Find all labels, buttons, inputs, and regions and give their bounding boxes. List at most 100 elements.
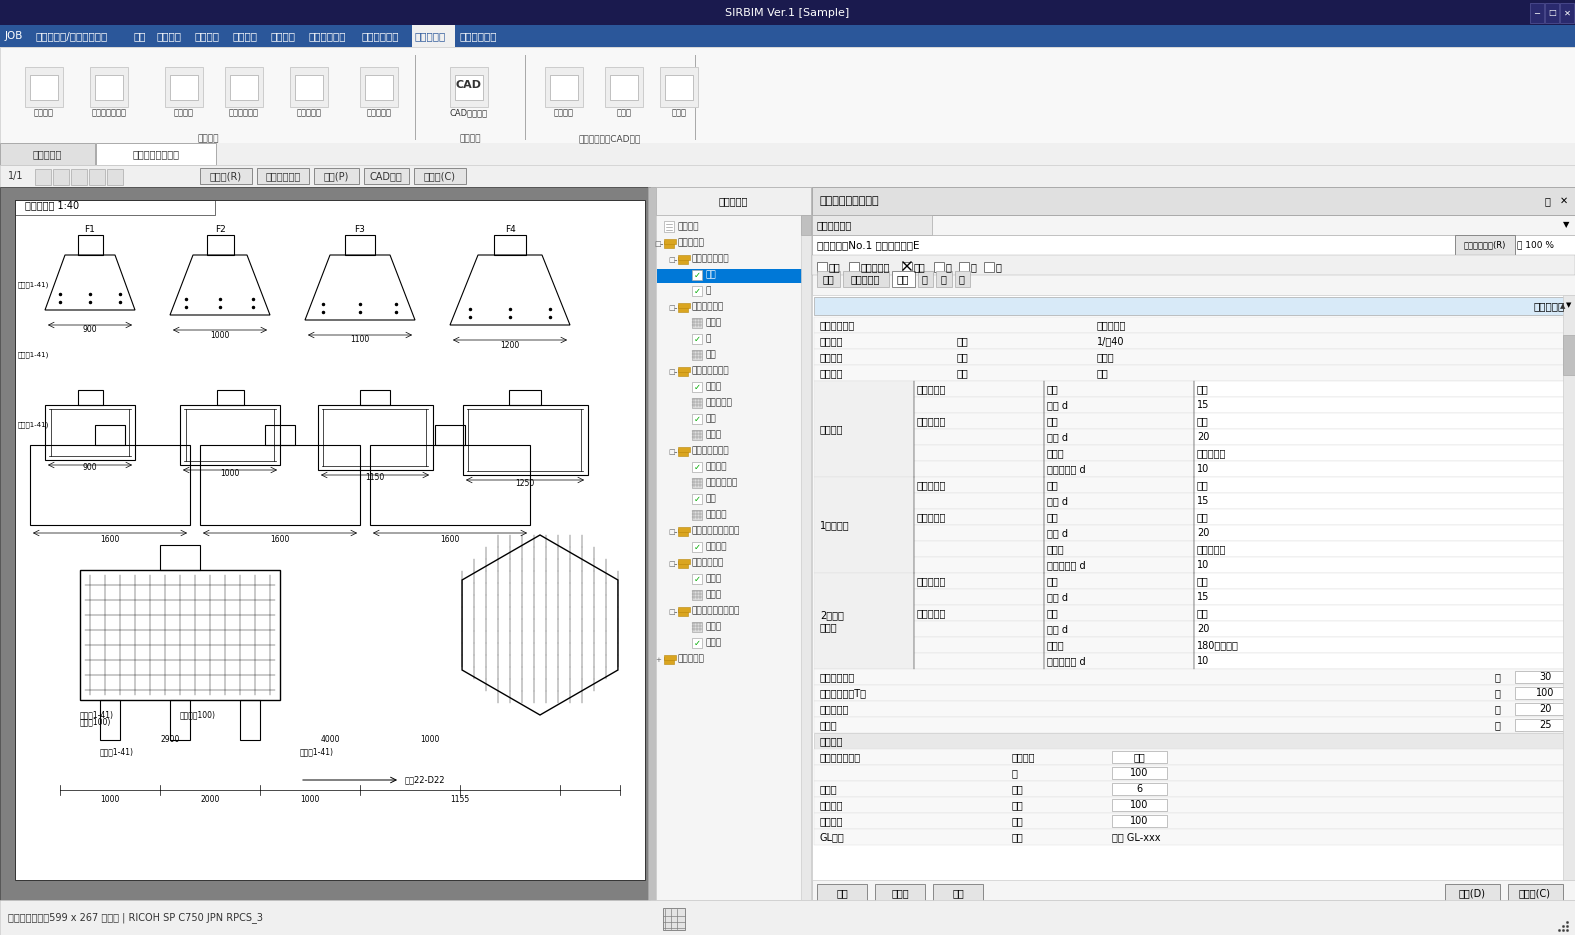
Bar — [677, 527, 690, 532]
Text: する: する — [1197, 576, 1208, 586]
Text: -: - — [673, 303, 677, 313]
Text: 大梁断面リスト: 大梁断面リスト — [691, 367, 729, 376]
Text: ▼: ▼ — [1566, 302, 1572, 308]
Bar — [265, 425, 295, 445]
Bar — [318, 405, 433, 470]
Text: CAD: CAD — [457, 80, 482, 90]
Bar — [665, 221, 674, 232]
Text: 下端筋カギ: 下端筋カギ — [917, 512, 947, 522]
Bar — [1515, 671, 1570, 683]
Bar — [170, 700, 191, 740]
Text: 壁断面リスト: 壁断面リスト — [691, 558, 724, 568]
Text: □: □ — [669, 369, 676, 375]
Bar — [1044, 589, 1194, 605]
Text: 20: 20 — [1539, 704, 1551, 714]
Text: 確認: 確認 — [134, 31, 146, 41]
Text: □: □ — [655, 241, 661, 247]
Text: 1000: 1000 — [421, 736, 439, 744]
Text: 2本以上
杭基礎: 2本以上 杭基礎 — [821, 611, 844, 632]
Bar — [691, 542, 702, 552]
Text: 100: 100 — [1129, 768, 1148, 778]
Bar — [814, 333, 1573, 349]
Bar — [1194, 541, 1573, 557]
Text: 用紙設定: 用紙設定 — [173, 108, 194, 118]
Bar — [936, 271, 951, 287]
Bar — [1194, 413, 1573, 429]
Bar — [814, 749, 1573, 765]
Text: 900: 900 — [82, 325, 98, 335]
Text: 上端筋カギ: 上端筋カギ — [917, 576, 947, 586]
Bar — [435, 425, 465, 445]
Bar — [1044, 653, 1194, 669]
Text: 基礎リスト 1:40: 基礎リスト 1:40 — [25, 200, 79, 210]
Bar — [365, 75, 394, 100]
Bar — [1194, 381, 1573, 397]
Text: GL表記: GL表記 — [821, 832, 844, 842]
Bar — [814, 685, 1573, 701]
Bar — [665, 655, 676, 660]
Text: 長さ d: 長さ d — [1047, 496, 1068, 506]
Text: JOB: JOB — [5, 31, 24, 41]
Bar — [1112, 815, 1167, 827]
Bar — [200, 168, 252, 184]
Text: 一般壁: 一般壁 — [706, 574, 721, 583]
Text: ㎜: ㎜ — [1495, 688, 1501, 698]
Text: 表示形式: 表示形式 — [821, 736, 844, 746]
Text: 1200: 1200 — [501, 340, 520, 350]
Bar — [35, 169, 50, 185]
Bar — [665, 657, 674, 664]
Bar — [295, 75, 323, 100]
Bar — [96, 143, 216, 165]
Bar — [1044, 413, 1194, 429]
Bar — [813, 295, 1575, 880]
Bar — [25, 67, 63, 107]
Bar — [814, 781, 1573, 797]
Bar — [663, 908, 685, 930]
Text: 地下壁: 地下壁 — [706, 591, 721, 599]
Bar — [913, 557, 1044, 573]
Text: 作図: 作図 — [1047, 576, 1058, 586]
Bar — [1455, 235, 1515, 255]
Text: F2: F2 — [214, 225, 225, 235]
Text: 20: 20 — [1197, 432, 1210, 442]
Bar — [691, 350, 702, 360]
Bar — [902, 262, 912, 272]
Bar — [677, 255, 690, 260]
Bar — [647, 187, 657, 900]
Text: 1000: 1000 — [211, 330, 230, 339]
Bar — [1194, 653, 1573, 669]
Bar — [94, 75, 123, 100]
Text: 作図: 作図 — [1047, 384, 1058, 394]
Bar — [0, 25, 1575, 47]
Text: 断面リスト作図設定: 断面リスト作図設定 — [821, 196, 879, 206]
Text: 杭表示長さ: 杭表示長さ — [821, 704, 849, 714]
Text: 設計条件: 設計条件 — [156, 31, 181, 41]
Text: 平面図欄: 平面図欄 — [821, 816, 844, 826]
Text: 小梁断面リスト: 小梁断面リスト — [691, 447, 729, 455]
Text: テーブル：No.1 標準テーブルE: テーブル：No.1 標準テーブルE — [817, 240, 920, 250]
Bar — [1194, 493, 1573, 509]
Bar — [814, 349, 1573, 365]
Bar — [802, 215, 811, 235]
Text: 図面縮尺: 図面縮尺 — [821, 336, 844, 346]
Bar — [913, 477, 1044, 493]
Text: 片持梁: 片持梁 — [706, 430, 721, 439]
Text: 高さ: 高さ — [1013, 784, 1024, 794]
Text: 背景欄: 背景欄 — [821, 784, 838, 794]
Bar — [313, 168, 359, 184]
Text: フック: フック — [1047, 544, 1065, 554]
Text: 大梁: 大梁 — [706, 414, 717, 424]
Text: 構造図設定: 構造図設定 — [296, 108, 321, 118]
Bar — [913, 637, 1044, 653]
Text: 下端筋1-41): 下端筋1-41) — [17, 352, 49, 358]
Text: 幅: 幅 — [1013, 768, 1017, 778]
Bar — [677, 367, 690, 372]
Bar — [0, 47, 1575, 145]
Text: 閉じる(C): 閉じる(C) — [1518, 888, 1551, 898]
Bar — [0, 0, 1575, 25]
Text: F3: F3 — [354, 225, 365, 235]
Text: 梁継手: 梁継手 — [706, 639, 721, 648]
Bar — [610, 75, 638, 100]
Text: 1000: 1000 — [301, 796, 320, 804]
Bar — [1044, 525, 1194, 541]
